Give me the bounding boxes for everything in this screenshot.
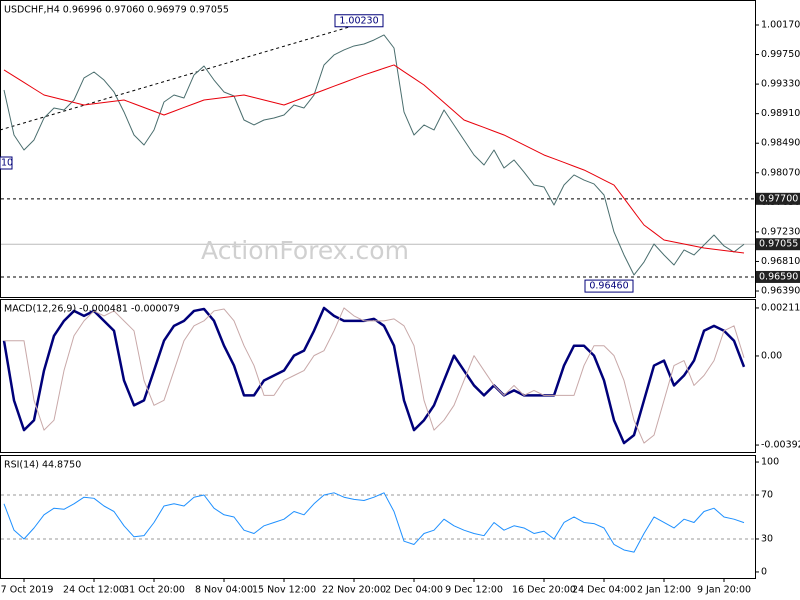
panel-title: MACD(12,26,9) -0.000481 -0.000079 [4,304,180,315]
series-line [2,306,746,445]
y-tick-label: 0.99750 [761,49,800,60]
x-tick-label: 31 Oct 20:00 [123,585,185,596]
series-line [3,492,745,553]
series-line [4,307,745,444]
panel-title: USDCHF,H4 0.96996 0.97060 0.96979 0.9705… [4,5,229,16]
x-tick-label: 9 Dec 12:00 [445,585,503,596]
x-tick-label: 8 Nov 04:00 [195,585,253,596]
y-tick-label: 1.00170 [761,19,800,30]
edge-label: 10 [1,158,13,169]
panel-title: RSI(14) 44.8750 [4,460,81,471]
y-tick-label: 0.002113 [761,302,800,313]
y-tick-label: 0.96810 [761,256,800,267]
y-tick-label: 0.98490 [761,138,800,149]
price-panel [0,0,756,298]
y-tick-label: 0.96390 [761,286,800,297]
y-tick-label: -0.003922 [761,440,800,451]
y-tick-label: 30 [761,533,773,544]
series-line [3,64,745,254]
y-tick-label: 0.99330 [761,79,800,90]
y-tick-label: 0 [761,566,767,577]
level-label: 0.96590 [759,271,798,282]
x-tick-label: 16 Dec 20:00 [512,585,576,596]
x-tick-label: 2 Jan 12:00 [637,585,691,596]
x-tick-label: 17 Oct 2019 [0,585,53,596]
y-tick-label: 0.97230 [761,226,800,237]
macd-panel [0,299,756,453]
y-tick-label: 70 [761,490,773,501]
series-line [3,34,745,276]
level-box [756,192,800,205]
price-annotation-box [584,279,634,293]
level-label: 0.97700 [759,193,798,204]
y-tick-label: 0.98910 [761,108,800,119]
y-tick-label: 0.00 [761,350,782,361]
y-tick-label: 0.98070 [761,167,800,178]
edge-label-box [0,156,13,170]
level-box [756,270,800,283]
x-tick-label: 24 Dec 04:00 [572,585,636,596]
x-tick-label: 24 Oct 12:00 [63,585,125,596]
current-price-box [756,238,800,251]
current-price-label: 0.97055 [759,239,798,250]
price-annotation: 1.00230 [339,15,378,26]
x-tick-label: 2 Dec 04:00 [385,585,443,596]
watermark: ActionForex.com [201,236,409,265]
x-tick-label: 22 Nov 20:00 [322,585,386,596]
x-tick-label: 9 Jan 20:00 [697,585,751,596]
rsi-panel [0,455,756,579]
trend-line [0,24,357,131]
y-tick-label: 100 [761,457,779,468]
x-tick-label: 15 Nov 12:00 [252,585,316,596]
price-annotation-box [334,14,384,28]
price-annotation: 0.96460 [589,281,628,292]
